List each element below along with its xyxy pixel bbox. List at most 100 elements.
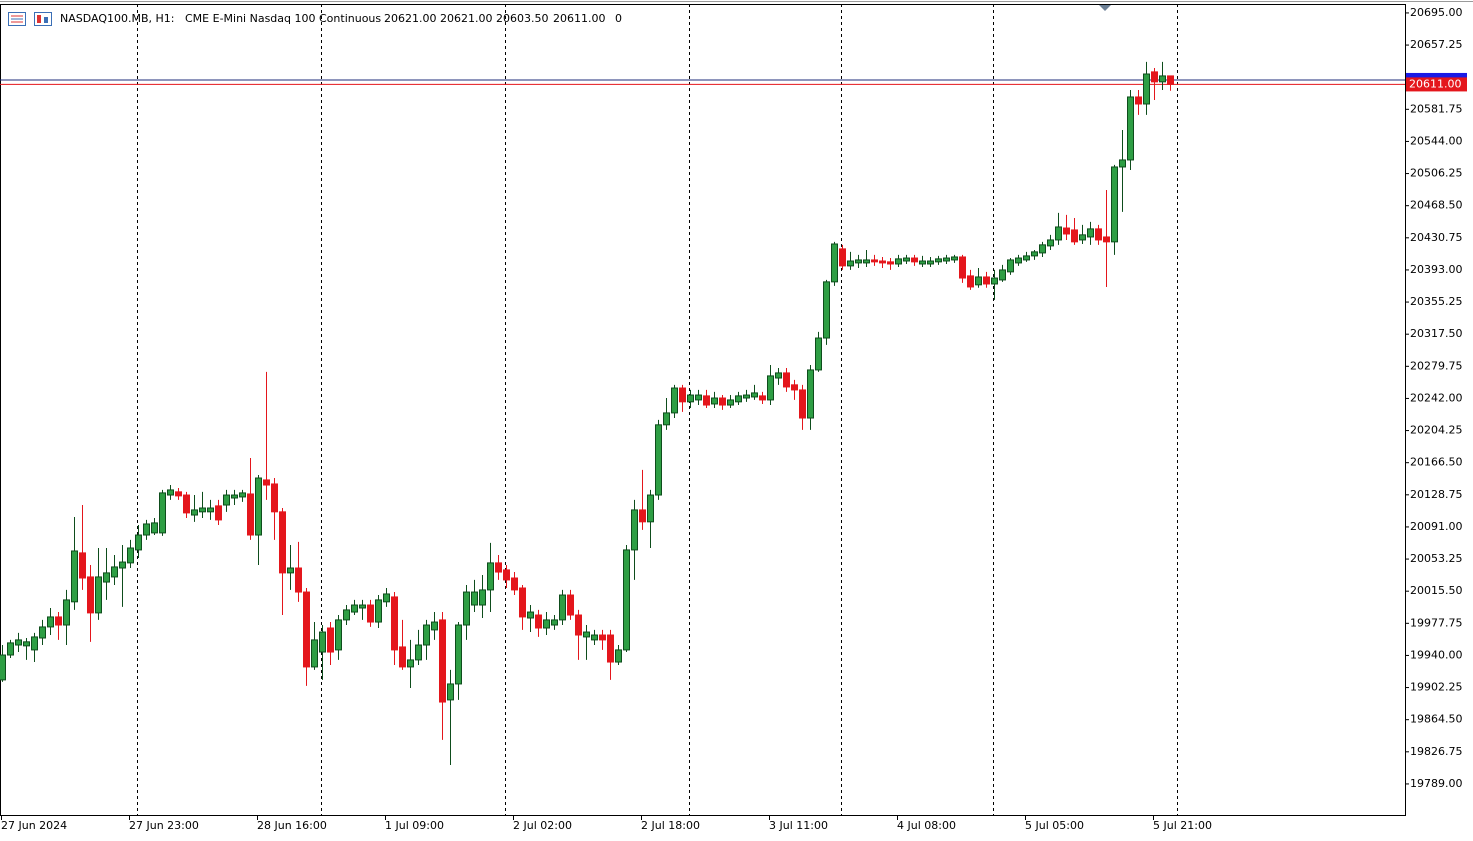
candle-body — [711, 397, 718, 405]
x-tick-label: 5 Jul 05:00 — [1025, 819, 1084, 832]
y-tick-label: 20468.50 — [1410, 199, 1463, 212]
candle-body — [223, 494, 230, 506]
candle-body — [23, 641, 30, 647]
candle-body — [1031, 251, 1038, 257]
candle-body — [775, 372, 782, 379]
candle-body — [535, 614, 542, 629]
candle-body — [631, 509, 638, 551]
x-tick-label: 2 Jul 02:00 — [513, 819, 572, 832]
candle-body — [719, 397, 726, 406]
candle-body — [31, 636, 38, 651]
candle-body — [15, 639, 22, 646]
candle-body — [111, 566, 118, 578]
candle-body — [1055, 226, 1062, 241]
candle-body — [919, 260, 926, 265]
y-tick-label: 19940.00 — [1410, 648, 1463, 661]
candle-body — [583, 631, 590, 638]
candle-body — [239, 492, 246, 498]
volume: 0 — [615, 12, 622, 25]
candle-body — [591, 634, 598, 641]
y-tick-label: 20393.00 — [1410, 263, 1463, 276]
candle-body — [367, 604, 374, 623]
shift-marker — [1099, 5, 1111, 11]
candle-body — [199, 507, 206, 513]
candle-body — [39, 626, 46, 639]
candle-body — [855, 259, 862, 264]
icon-bar — [37, 15, 41, 23]
candle-body — [247, 493, 254, 536]
candle-body — [639, 509, 646, 523]
ohlc-open: 20621.00 — [384, 12, 437, 25]
candle-body — [375, 599, 382, 623]
candle-body — [607, 634, 614, 663]
candle-body — [143, 523, 150, 536]
candle-body — [511, 577, 518, 591]
candle-body — [903, 257, 910, 262]
candle-body — [319, 631, 326, 653]
y-tick-label: 20657.25 — [1410, 38, 1463, 51]
candle-body — [831, 243, 838, 283]
candle-body — [559, 594, 566, 621]
candle-body — [863, 259, 870, 264]
candle-body — [911, 257, 918, 263]
candle-body — [567, 594, 574, 616]
candle-body — [167, 489, 174, 496]
candle-body — [191, 509, 198, 516]
candle-body — [255, 477, 262, 536]
candle-body — [839, 248, 846, 267]
y-tick-label: 20544.00 — [1410, 134, 1463, 147]
candle-body — [519, 587, 526, 618]
candle-body — [991, 277, 998, 285]
candle-body — [783, 372, 790, 388]
symbol: NASDAQ100.MB, H1: — [60, 12, 175, 25]
candle-body — [79, 552, 86, 579]
candle-body — [959, 256, 966, 279]
y-tick-label: 20279.75 — [1410, 359, 1463, 372]
y-tick-label: 20317.50 — [1410, 327, 1463, 340]
candle-body — [823, 281, 830, 339]
candle-body — [551, 619, 558, 626]
candle-body — [935, 258, 942, 263]
y-tick-label: 20015.50 — [1410, 584, 1463, 597]
candle-body — [599, 634, 606, 641]
candle-body — [927, 260, 934, 265]
x-tick-label: 1 Jul 09:00 — [385, 819, 444, 832]
candle-body — [1023, 255, 1030, 261]
candle-body — [679, 387, 686, 403]
candle-body — [887, 261, 894, 265]
candle-body — [0, 654, 6, 681]
candle-body — [63, 599, 70, 626]
candle-body — [71, 550, 78, 603]
candle-body — [159, 492, 166, 534]
candle-body — [103, 572, 110, 583]
candle-body — [455, 624, 462, 685]
candle-body — [799, 389, 806, 419]
candle-body — [975, 276, 982, 286]
candle-body — [1063, 227, 1070, 235]
candle-body — [951, 256, 958, 261]
candle-body — [751, 392, 758, 398]
candle-body — [1007, 259, 1014, 273]
ohlc-high: 20621.00 — [440, 12, 493, 25]
candle-body — [1159, 75, 1166, 83]
plot-frame — [0, 4, 1406, 816]
candle-body — [415, 644, 422, 661]
description: CME E-Mini Nasdaq 100 Continuous — [185, 12, 381, 25]
candle-body — [791, 384, 798, 391]
candle-body — [295, 567, 302, 593]
x-tick-label: 27 Jun 2024 — [1, 819, 67, 832]
icon-bar — [44, 17, 48, 23]
candle-body — [647, 494, 654, 523]
y-tick-label: 19864.50 — [1410, 713, 1463, 726]
candle-body — [287, 567, 294, 574]
candle-body — [1135, 96, 1142, 105]
candle-body — [87, 576, 94, 614]
candle-body — [351, 604, 358, 613]
candle-body — [895, 258, 902, 265]
candle-body — [807, 369, 814, 419]
candle-body — [471, 591, 478, 606]
y-tick-label: 20506.25 — [1410, 167, 1463, 180]
candle-body — [1087, 228, 1094, 238]
candle-body — [543, 619, 550, 629]
